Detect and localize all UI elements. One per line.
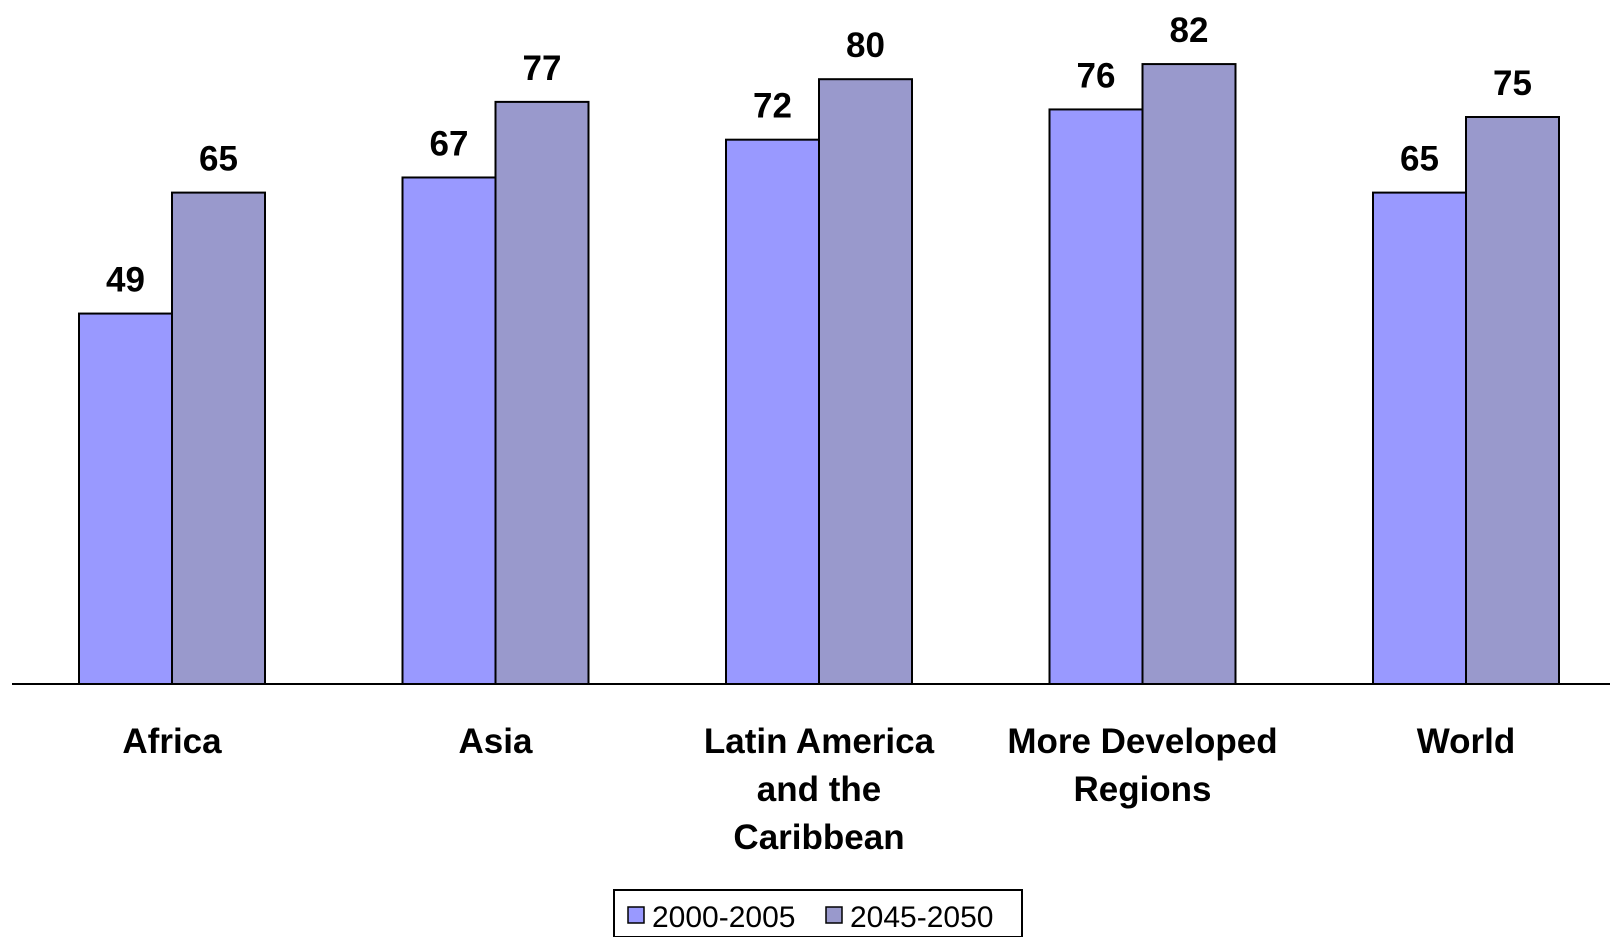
data-labels-layer: 49 65 67 77 72 80 76 82 65 75 [106,11,1532,299]
bar-asia-2045-2050 [494,100,590,685]
bar-africa-2045-2050 [171,191,266,685]
data-label-asia-2000-2005: 67 [430,124,469,163]
legend-label-2045-2050: 2045-2050 [850,901,993,934]
legend-label-2000-2005: 2000-2005 [652,901,795,934]
category-labels-layer: Africa Asia Latin America and the Caribbean M… [122,722,1515,857]
bars-layer [78,63,1560,685]
data-label-latin-america-and-the-caribbean-2000-2005: 72 [753,87,792,126]
data-label-world-2045-2050: 75 [1493,64,1532,103]
legend: 2000-2005 2045-2050 [613,889,1023,938]
data-label-africa-2000-2005: 49 [106,261,145,300]
bar-latin-america-and-the-caribbean-2045-2050 [818,78,913,685]
data-label-africa-2045-2050: 65 [199,140,238,179]
category-label-world: World [1417,722,1516,761]
legend-swatch-2000-2005 [627,906,645,924]
bar-world-2045-2050 [1465,116,1560,685]
data-label-asia-2045-2050: 77 [523,49,562,88]
category-label-asia: Asia [459,722,533,761]
bar-world-2000-2005 [1372,191,1467,685]
bar-more-developed-regions-2000-2005 [1048,108,1144,685]
data-label-world-2000-2005: 65 [1400,140,1439,179]
bar-africa-2000-2005 [78,312,173,685]
data-label-more-developed-regions-2045-2050: 82 [1170,11,1209,50]
bar-asia-2000-2005 [401,176,497,685]
category-label-more-developed-regions: More Developed Regions [1007,722,1277,809]
legend-swatch-2045-2050 [825,906,843,924]
bar-more-developed-regions-2045-2050 [1141,63,1237,685]
bar-latin-america-and-the-caribbean-2000-2005 [725,138,820,685]
data-label-more-developed-regions-2000-2005: 76 [1077,56,1116,95]
legend-box [613,889,1023,938]
category-label-latin-america-and-the-caribbean: Latin America and the Caribbean [704,722,935,857]
data-label-latin-america-and-the-caribbean-2045-2050: 80 [846,26,885,65]
category-label-africa: Africa [122,722,222,761]
